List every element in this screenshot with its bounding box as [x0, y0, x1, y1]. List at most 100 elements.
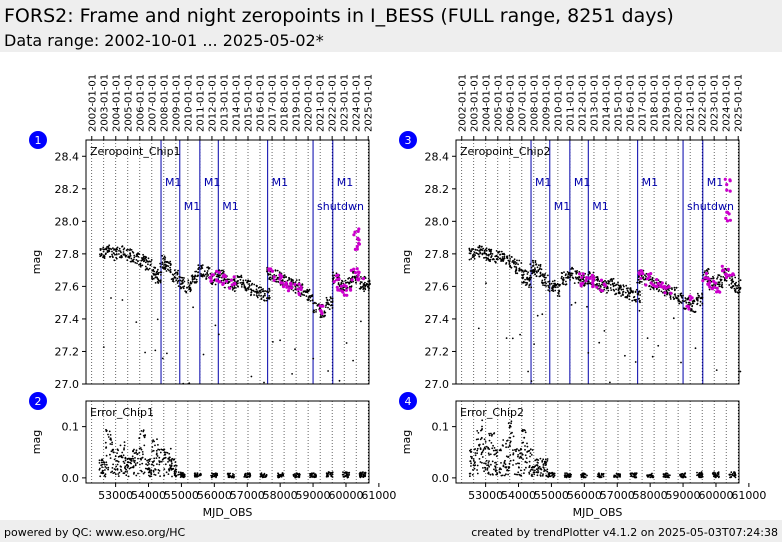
frame-point [126, 259, 129, 262]
error-point [175, 468, 178, 471]
top-date-label: 2025-01-01 [734, 74, 745, 132]
error-point [104, 466, 107, 468]
error-point [193, 472, 196, 475]
error-point [669, 474, 671, 477]
frame-point [177, 285, 180, 287]
error-point [507, 446, 510, 448]
frame-point [673, 297, 676, 300]
top-date-label: 2025-01-01 [364, 74, 375, 132]
error-point [526, 445, 529, 448]
frame-point [471, 249, 473, 251]
night-point [581, 281, 585, 285]
frame-point [666, 291, 669, 294]
outlier-point [202, 353, 205, 356]
night-point [335, 285, 339, 289]
frame-point [144, 265, 147, 268]
frame-point [645, 275, 647, 278]
error-point [500, 462, 502, 464]
frame-point [478, 244, 481, 247]
error-point [584, 476, 587, 478]
frame-point [305, 290, 308, 293]
error-point [107, 466, 110, 469]
error-point [141, 451, 144, 453]
frame-point [263, 290, 265, 293]
error-point [158, 448, 161, 451]
night-point [714, 281, 718, 285]
error-point [123, 444, 126, 447]
frame-point [485, 256, 488, 259]
frame-point [712, 277, 715, 279]
frame-point [470, 258, 473, 260]
frame-point [583, 276, 585, 279]
frame-point [200, 264, 203, 267]
frame-point [720, 275, 722, 278]
error-point [124, 465, 127, 468]
error-point [117, 475, 120, 477]
frame-point [543, 278, 546, 281]
outlier-point [250, 375, 253, 378]
frame-point [243, 284, 246, 286]
error-point [498, 468, 501, 471]
error-point [474, 461, 476, 464]
error-point [546, 468, 549, 471]
frame-point [603, 288, 606, 291]
frame-point [231, 289, 234, 291]
outlier-point [505, 337, 508, 339]
error-point [262, 474, 265, 477]
frame-point [476, 249, 479, 252]
outlier-point [327, 370, 329, 372]
error-point [551, 473, 553, 475]
error-point [714, 473, 717, 476]
night-point [712, 285, 717, 289]
frame-point [468, 249, 471, 252]
frame-point [150, 260, 152, 263]
frame-point [474, 254, 476, 257]
frame-point [558, 295, 561, 297]
event-label: M1 [222, 200, 239, 213]
error-point [734, 474, 737, 476]
frame-point [635, 300, 637, 303]
error-point [509, 436, 512, 439]
outlier-point [598, 341, 601, 344]
frame-point [627, 292, 630, 294]
outlier-point [646, 337, 649, 339]
frame-point [489, 258, 492, 261]
frame-point [262, 288, 264, 290]
frame-point [532, 261, 535, 264]
night-point [585, 276, 589, 280]
frame-point [113, 259, 116, 262]
frame-point [172, 280, 175, 283]
frame-point [513, 258, 516, 261]
error-point [489, 473, 492, 476]
error-point [158, 456, 161, 459]
frame-point [526, 277, 529, 280]
error-point [469, 451, 472, 453]
frame-point [354, 275, 356, 278]
frame-point [274, 269, 277, 272]
frame-point [631, 299, 634, 302]
frame-point [734, 290, 737, 293]
frame-point [498, 257, 501, 260]
frame-point [268, 295, 271, 297]
frame-point [473, 257, 476, 260]
error-point [507, 473, 509, 476]
frame-point [179, 279, 182, 282]
frame-point [132, 258, 135, 261]
top-date-label: 2022-01-01 [328, 74, 339, 132]
frame-point [506, 255, 509, 258]
top-date-label: 2010-01-01 [553, 74, 564, 132]
outlier-point [352, 359, 354, 362]
night-point [352, 267, 356, 271]
frame-point [180, 287, 182, 290]
error-point [473, 448, 476, 451]
frame-point [605, 281, 608, 284]
frame-point [483, 249, 486, 252]
frame-point [315, 309, 317, 311]
frame-point [537, 269, 540, 271]
error-point [479, 461, 482, 463]
frame-point [191, 280, 194, 283]
frame-point [188, 288, 191, 291]
frame-point [256, 291, 258, 294]
night-point [581, 272, 585, 276]
frame-point [176, 277, 179, 280]
